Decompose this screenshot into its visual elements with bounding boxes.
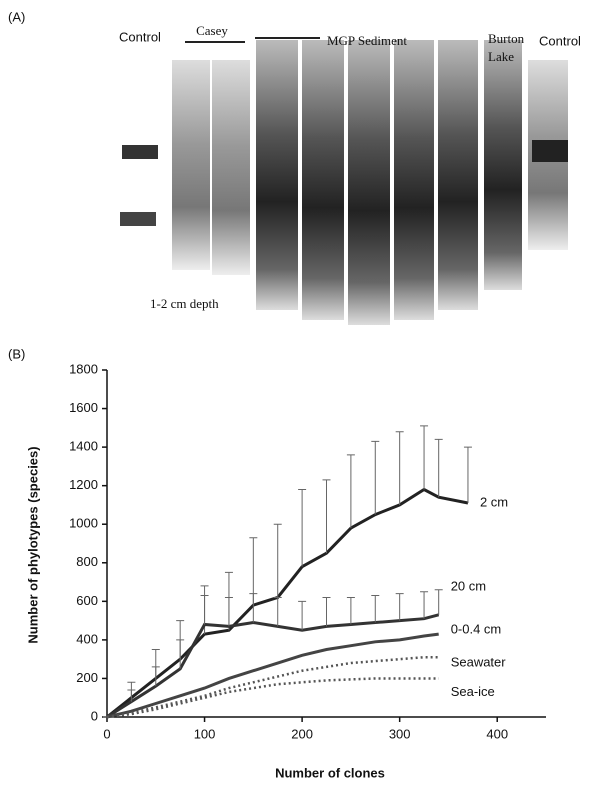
series-label: 2 cm [480,494,508,509]
x-tick-label: 0 [103,726,110,741]
x-tick-label: 400 [486,726,508,741]
lane-label: Control [539,33,581,48]
error-bar [224,596,233,627]
x-axis-title: Number of clones [275,765,385,780]
error-bar [176,639,185,669]
error-bar [298,489,307,567]
y-tick-label: 1400 [69,439,98,454]
error-bar [298,600,307,631]
panel-label: (B) [8,346,25,361]
y-tick-label: 0 [91,708,98,723]
lane-label: MGP Sediment [327,33,407,48]
y-tick-label: 1200 [69,477,98,492]
error-bar [273,596,282,627]
y-tick-label: 200 [76,670,98,685]
series-label: Seawater [451,655,507,670]
y-tick-label: 600 [76,593,98,608]
panel-label: (A) [8,9,25,24]
depth-label: 1-2 cm depth [150,296,219,311]
error-bar [371,595,380,623]
series-label: 0-0.4 cm [451,622,502,637]
lane-label: Control [119,29,161,44]
error-bar [434,438,443,498]
series-label: Sea-ice [451,684,495,699]
error-bar [151,666,160,687]
x-tick-label: 200 [291,726,313,741]
y-tick-label: 400 [76,631,98,646]
error-bar [420,425,429,490]
x-tick-label: 100 [194,726,216,741]
gel-image [120,37,568,325]
error-bar [200,595,209,625]
series-label: 20 cm [451,578,486,593]
x-tick-label: 300 [389,726,411,741]
error-bar [395,431,404,505]
series-line [106,487,469,719]
y-tick-label: 1600 [69,400,98,415]
lane-label: Burton [488,31,525,46]
y-tick-label: 1000 [69,516,98,531]
series-line [106,655,439,719]
error-bar [434,589,443,615]
error-bar [322,479,331,554]
error-bar [346,454,355,529]
error-bar [249,593,258,623]
y-axis-title: Number of phylotypes (species) [25,446,40,643]
error-bar [420,591,429,619]
error-bar [346,596,355,625]
error-bar [463,446,472,504]
series-line [106,632,439,719]
error-bar [371,440,380,515]
y-tick-label: 800 [76,554,98,569]
lane-label: Casey [196,23,228,38]
error-bar [322,596,331,627]
error-bar [395,593,404,621]
error-bar [273,523,282,598]
y-tick-label: 1800 [69,361,98,376]
error-bar [127,689,136,702]
lane-label: Lake [488,49,514,64]
